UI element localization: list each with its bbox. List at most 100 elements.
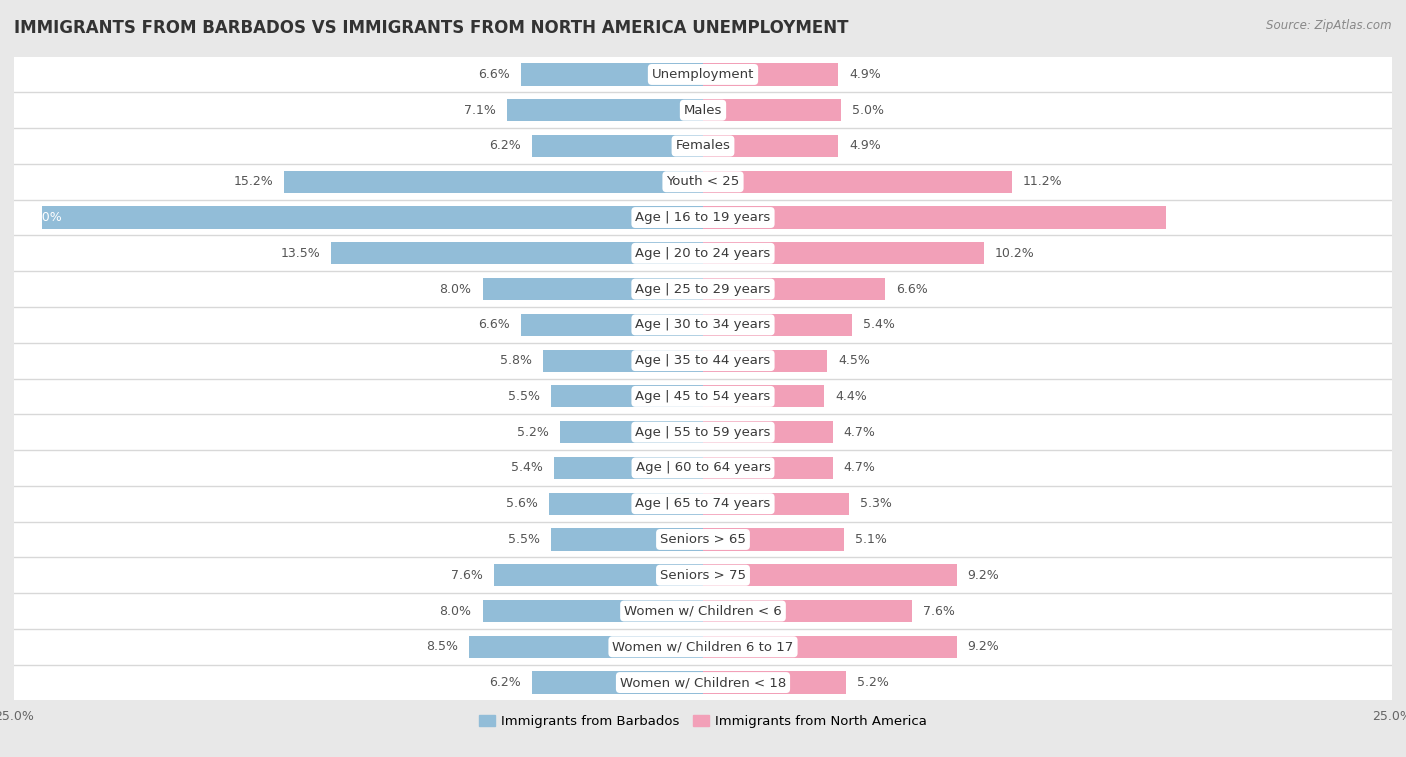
Bar xyxy=(703,564,956,587)
Text: Age | 16 to 19 years: Age | 16 to 19 years xyxy=(636,211,770,224)
Text: 5.5%: 5.5% xyxy=(509,390,540,403)
Text: 5.1%: 5.1% xyxy=(855,533,886,546)
Bar xyxy=(14,271,1392,307)
Text: 4.5%: 4.5% xyxy=(838,354,870,367)
Bar xyxy=(703,456,832,479)
Text: 4.4%: 4.4% xyxy=(835,390,868,403)
Text: 8.0%: 8.0% xyxy=(440,282,471,295)
Text: 4.9%: 4.9% xyxy=(849,68,880,81)
Bar xyxy=(14,92,1392,128)
Text: 7.6%: 7.6% xyxy=(924,605,955,618)
Text: Age | 60 to 64 years: Age | 60 to 64 years xyxy=(636,462,770,475)
Text: Age | 55 to 59 years: Age | 55 to 59 years xyxy=(636,425,770,438)
Bar xyxy=(703,313,852,336)
Text: 7.6%: 7.6% xyxy=(451,569,482,581)
Bar xyxy=(14,128,1392,164)
Text: 5.3%: 5.3% xyxy=(860,497,891,510)
Text: Seniors > 75: Seniors > 75 xyxy=(659,569,747,581)
Text: 4.9%: 4.9% xyxy=(849,139,880,152)
Bar xyxy=(508,99,703,121)
Text: 24.0%: 24.0% xyxy=(22,211,62,224)
Text: 8.0%: 8.0% xyxy=(440,605,471,618)
Bar xyxy=(522,64,703,86)
Text: Women w/ Children 6 to 17: Women w/ Children 6 to 17 xyxy=(613,640,793,653)
Text: 13.5%: 13.5% xyxy=(280,247,321,260)
Bar xyxy=(703,493,849,515)
Text: Seniors > 65: Seniors > 65 xyxy=(659,533,747,546)
Bar xyxy=(703,385,824,407)
Text: 9.2%: 9.2% xyxy=(967,569,1000,581)
Text: 4.7%: 4.7% xyxy=(844,462,876,475)
Text: IMMIGRANTS FROM BARBADOS VS IMMIGRANTS FROM NORTH AMERICA UNEMPLOYMENT: IMMIGRANTS FROM BARBADOS VS IMMIGRANTS F… xyxy=(14,19,849,37)
Text: 5.4%: 5.4% xyxy=(863,319,894,332)
Bar xyxy=(560,421,703,444)
Text: Males: Males xyxy=(683,104,723,117)
Bar xyxy=(531,671,703,693)
Text: Age | 45 to 54 years: Age | 45 to 54 years xyxy=(636,390,770,403)
Text: 15.2%: 15.2% xyxy=(233,176,273,188)
Text: 10.2%: 10.2% xyxy=(995,247,1035,260)
Bar xyxy=(14,665,1392,700)
Bar xyxy=(14,486,1392,522)
Bar xyxy=(482,600,703,622)
Bar xyxy=(551,385,703,407)
Text: 8.5%: 8.5% xyxy=(426,640,458,653)
Text: 6.6%: 6.6% xyxy=(478,319,510,332)
Text: 6.2%: 6.2% xyxy=(489,676,522,689)
Text: 6.2%: 6.2% xyxy=(489,139,522,152)
Text: Unemployment: Unemployment xyxy=(652,68,754,81)
Text: 7.1%: 7.1% xyxy=(464,104,496,117)
Bar xyxy=(703,207,1166,229)
Text: 5.5%: 5.5% xyxy=(509,533,540,546)
Bar xyxy=(284,170,703,193)
Bar xyxy=(531,135,703,157)
Legend: Immigrants from Barbados, Immigrants from North America: Immigrants from Barbados, Immigrants fro… xyxy=(474,709,932,734)
Bar xyxy=(482,278,703,301)
Text: Age | 25 to 29 years: Age | 25 to 29 years xyxy=(636,282,770,295)
Bar xyxy=(703,170,1012,193)
Text: 5.0%: 5.0% xyxy=(852,104,884,117)
Text: 9.2%: 9.2% xyxy=(967,640,1000,653)
Bar xyxy=(330,242,703,264)
Bar xyxy=(703,64,838,86)
Bar xyxy=(14,629,1392,665)
Text: 6.6%: 6.6% xyxy=(896,282,928,295)
Text: Age | 20 to 24 years: Age | 20 to 24 years xyxy=(636,247,770,260)
Text: Source: ZipAtlas.com: Source: ZipAtlas.com xyxy=(1267,19,1392,32)
Bar xyxy=(14,307,1392,343)
Text: 16.8%: 16.8% xyxy=(1344,211,1384,224)
Bar xyxy=(468,636,703,658)
Text: 11.2%: 11.2% xyxy=(1022,176,1063,188)
Text: 5.2%: 5.2% xyxy=(517,425,548,438)
Text: Youth < 25: Youth < 25 xyxy=(666,176,740,188)
Bar xyxy=(494,564,703,587)
Bar xyxy=(14,378,1392,414)
Bar xyxy=(14,200,1392,235)
Text: Age | 30 to 34 years: Age | 30 to 34 years xyxy=(636,319,770,332)
Bar xyxy=(703,135,838,157)
Bar xyxy=(522,313,703,336)
Bar xyxy=(703,421,832,444)
Bar xyxy=(551,528,703,550)
Bar xyxy=(703,671,846,693)
Text: Age | 35 to 44 years: Age | 35 to 44 years xyxy=(636,354,770,367)
Text: Age | 65 to 74 years: Age | 65 to 74 years xyxy=(636,497,770,510)
Bar xyxy=(14,593,1392,629)
Text: Females: Females xyxy=(675,139,731,152)
Bar xyxy=(703,242,984,264)
Bar xyxy=(14,57,1392,92)
Text: 5.8%: 5.8% xyxy=(501,354,531,367)
Bar xyxy=(543,350,703,372)
Text: Women w/ Children < 6: Women w/ Children < 6 xyxy=(624,605,782,618)
Bar xyxy=(14,235,1392,271)
Text: 5.2%: 5.2% xyxy=(858,676,889,689)
Text: 4.7%: 4.7% xyxy=(844,425,876,438)
Bar xyxy=(14,522,1392,557)
Bar xyxy=(14,343,1392,378)
Bar xyxy=(14,557,1392,593)
Bar xyxy=(703,636,956,658)
Text: 5.6%: 5.6% xyxy=(506,497,537,510)
Text: 6.6%: 6.6% xyxy=(478,68,510,81)
Bar xyxy=(14,164,1392,200)
Bar xyxy=(42,207,703,229)
